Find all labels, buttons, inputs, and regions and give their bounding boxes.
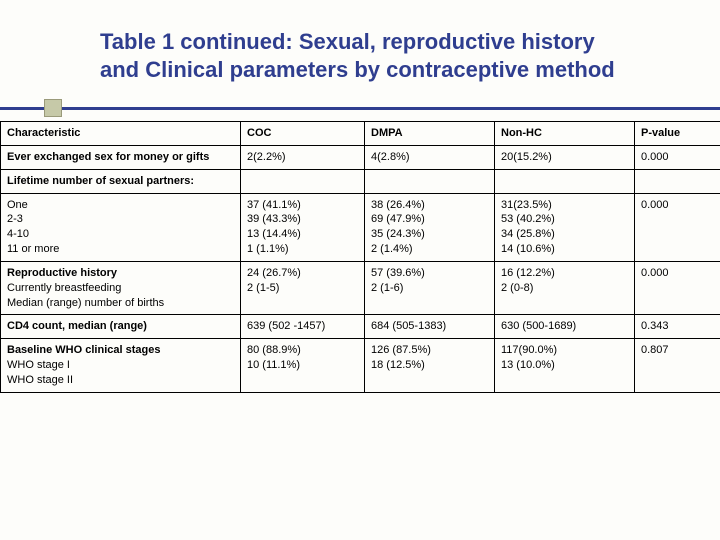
col-characteristic: Characteristic [1, 122, 241, 146]
row-sublabels: One 2-3 4-10 11 or more [1, 193, 241, 261]
cell-pvalue: 0.000 [635, 193, 720, 261]
cell-dmpa: 684 (505-1383) [365, 315, 495, 339]
cell-pvalue: 0.000 [635, 261, 720, 315]
row-label: Ever exchanged sex for money or gifts [1, 145, 241, 169]
title-line-1: Table 1 continued: Sexual, reproductive … [100, 28, 690, 56]
cell-dmpa: 38 (26.4%) 69 (47.9%) 35 (24.3%) 2 (1.4%… [365, 193, 495, 261]
cell-coc: 37 (41.1%) 39 (43.3%) 13 (14.4%) 1 (1.1%… [241, 193, 365, 261]
cell-coc: 24 (26.7%) 2 (1-5) [241, 261, 365, 315]
cell-dmpa: 57 (39.6%) 2 (1-6) [365, 261, 495, 315]
cell-coc: 2(2.2%) [241, 145, 365, 169]
title-line-2: and Clinical parameters by contraceptive… [100, 56, 690, 84]
col-coc: COC [241, 122, 365, 146]
slide-title: Table 1 continued: Sexual, reproductive … [0, 0, 720, 91]
accent-square-icon [44, 99, 62, 117]
table-row: Baseline WHO clinical stages WHO stage I… [1, 339, 720, 393]
col-nonhc: Non-HC [495, 122, 635, 146]
cell-dmpa: 4(2.8%) [365, 145, 495, 169]
data-table: Characteristic COC DMPA Non-HC P-value E… [0, 121, 720, 393]
cell-coc [241, 169, 365, 193]
title-accent [0, 97, 720, 119]
table-header-row: Characteristic COC DMPA Non-HC P-value [1, 122, 720, 146]
cell-dmpa [365, 169, 495, 193]
col-dmpa: DMPA [365, 122, 495, 146]
cell-coc: 80 (88.9%) 10 (11.1%) [241, 339, 365, 393]
cell-dmpa: 126 (87.5%) 18 (12.5%) [365, 339, 495, 393]
cell-nonhc: 630 (500-1689) [495, 315, 635, 339]
cell-nonhc: 31(23.5%) 53 (40.2%) 34 (25.8%) 14 (10.6… [495, 193, 635, 261]
row-header: Reproductive history [7, 267, 117, 279]
table-row: One 2-3 4-10 11 or more 37 (41.1%) 39 (4… [1, 193, 720, 261]
cell-nonhc: 20(15.2%) [495, 145, 635, 169]
row-sublabels: WHO stage I WHO stage II [7, 359, 73, 386]
cell-pvalue [635, 169, 720, 193]
cell-nonhc [495, 169, 635, 193]
cell-nonhc: 16 (12.2%) 2 (0-8) [495, 261, 635, 315]
row-sublabels: Currently breastfeeding Median (range) n… [7, 282, 164, 309]
table-row: Reproductive history Currently breastfee… [1, 261, 720, 315]
cell-pvalue: 0.343 [635, 315, 720, 339]
cell-coc: 639 (502 -1457) [241, 315, 365, 339]
accent-rule [0, 107, 720, 110]
table-row: Lifetime number of sexual partners: [1, 169, 720, 193]
cell-pvalue: 0.000 [635, 145, 720, 169]
table-row: Ever exchanged sex for money or gifts 2(… [1, 145, 720, 169]
row-label: CD4 count, median (range) [1, 315, 241, 339]
col-pvalue: P-value [635, 122, 720, 146]
row-label: Reproductive history Currently breastfee… [1, 261, 241, 315]
table-row: CD4 count, median (range) 639 (502 -1457… [1, 315, 720, 339]
row-label: Lifetime number of sexual partners: [1, 169, 241, 193]
cell-pvalue: 0.807 [635, 339, 720, 393]
cell-nonhc: 117(90.0%) 13 (10.0%) [495, 339, 635, 393]
row-label: Baseline WHO clinical stages WHO stage I… [1, 339, 241, 393]
row-header: Baseline WHO clinical stages [7, 344, 160, 356]
